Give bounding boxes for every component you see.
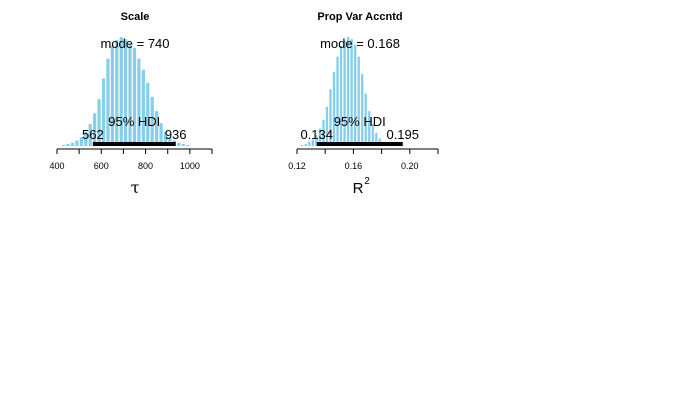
histogram-bar xyxy=(66,143,70,146)
histogram-bar xyxy=(97,99,101,146)
histogram-bar xyxy=(301,144,304,146)
histogram-bar xyxy=(308,141,311,146)
histogram-bar xyxy=(146,82,150,146)
histogram-bar xyxy=(181,143,185,146)
chart-title: Scale xyxy=(121,11,150,23)
histogram-bar xyxy=(318,128,322,146)
histogram-bar xyxy=(163,131,168,146)
histogram-bar xyxy=(339,45,343,146)
x-axis-label-superscript: 2 xyxy=(364,176,370,187)
histogram-bar xyxy=(84,131,88,146)
histogram-bar xyxy=(177,142,181,146)
histogram-bar xyxy=(119,37,123,146)
histogram-bar xyxy=(110,45,114,146)
histogram-bar xyxy=(350,39,353,146)
histogram-bar xyxy=(364,93,367,146)
histogram-bar xyxy=(101,78,106,146)
histogram-bar xyxy=(155,111,159,146)
histogram-bar xyxy=(186,144,190,146)
x-axis-label: τ xyxy=(131,178,140,197)
x-tick-label: 0.20 xyxy=(401,161,419,171)
mode-label: mode = 740 xyxy=(100,36,169,51)
histogram-bar xyxy=(304,143,307,146)
histogram-bar xyxy=(332,71,336,146)
x-tick-label: 0.16 xyxy=(345,161,363,171)
x-axis-label: R xyxy=(353,180,364,197)
hdi-label: 95% HDI xyxy=(108,114,160,129)
x-tick-label: 1000 xyxy=(180,161,200,171)
hdi-high-label: 0.195 xyxy=(386,127,419,142)
histogram-bars xyxy=(301,37,392,147)
histogram-bars xyxy=(62,37,190,146)
histogram-bar xyxy=(315,135,318,146)
histogram-bar xyxy=(371,124,374,146)
histogram-bar xyxy=(354,44,357,146)
histogram-bar xyxy=(346,37,350,146)
histogram-bar xyxy=(357,56,360,147)
histogram-bar xyxy=(325,106,329,146)
histogram-bar xyxy=(322,119,325,146)
histogram-bar xyxy=(159,123,163,146)
histogram-bar xyxy=(375,132,378,146)
histogram-bar xyxy=(79,137,83,146)
histogram-bar xyxy=(75,140,79,146)
x-tick-label: 400 xyxy=(49,161,64,171)
mode-label: mode = 0.168 xyxy=(320,36,400,51)
histogram-bar xyxy=(361,74,364,146)
histogram-bar xyxy=(62,144,66,146)
histogram-bar xyxy=(343,40,346,146)
histogram-bar xyxy=(137,58,141,146)
chart-title: Prop Var Accntd xyxy=(317,11,402,23)
histogram-bar xyxy=(70,142,75,146)
histogram-bar xyxy=(124,39,128,146)
histogram-bar xyxy=(115,40,119,146)
histogram-bar xyxy=(141,69,145,146)
histogram-bar xyxy=(336,56,339,147)
histogram-bar xyxy=(168,137,172,146)
histogram-bar xyxy=(93,113,97,146)
x-tick-label: 600 xyxy=(94,161,109,171)
scale-panel: Scale 95% HDI 562 936 mode = 740 400 600 800 100… xyxy=(49,11,213,197)
hdi-low-label: 562 xyxy=(82,127,104,142)
histogram-bar xyxy=(329,89,332,146)
histogram-bar xyxy=(128,43,132,146)
x-tick-label: 800 xyxy=(138,161,153,171)
hdi-low-label: 0.134 xyxy=(300,127,333,142)
histogram-bar xyxy=(368,111,371,146)
histogram-bar xyxy=(88,124,92,146)
hdi-high-label: 936 xyxy=(165,127,187,142)
x-tick-label: 0.12 xyxy=(288,161,306,171)
histogram-bar xyxy=(311,139,315,146)
histogram-bar xyxy=(106,58,110,146)
histogram-bar xyxy=(150,96,154,146)
hdi-label: 95% HDI xyxy=(334,114,386,129)
histogram-bar xyxy=(132,47,137,146)
